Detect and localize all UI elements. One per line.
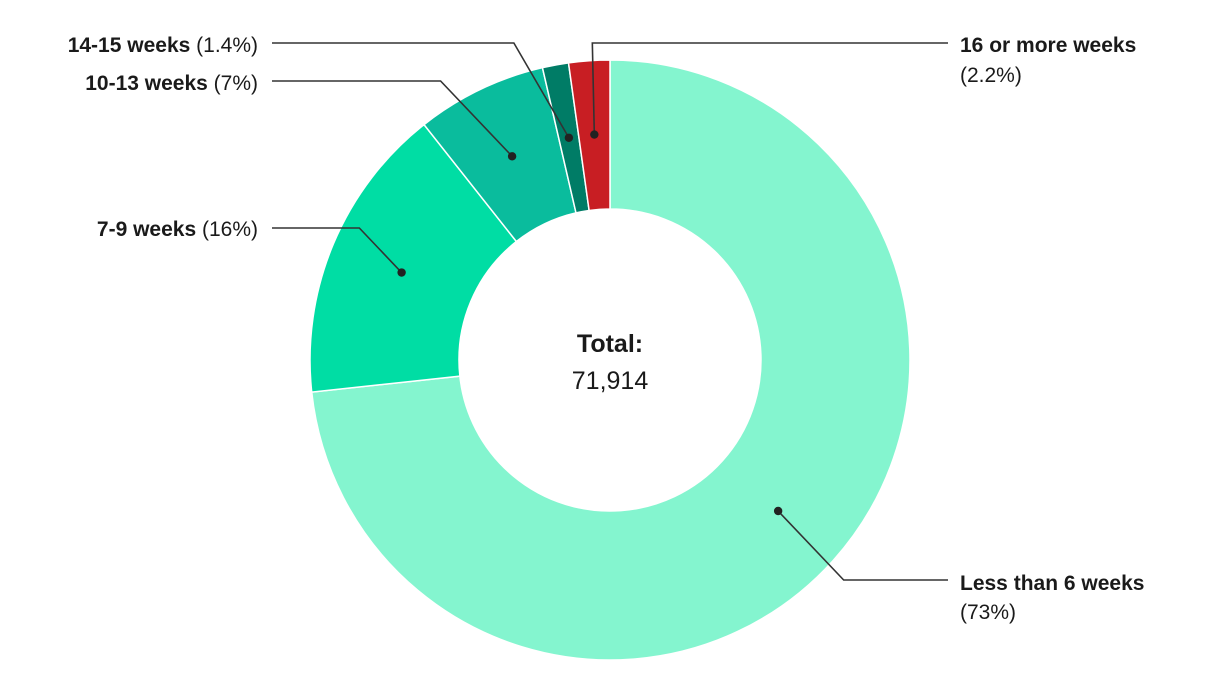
leader-dot [773, 506, 783, 516]
slice-label-name: 16 or more weeks [960, 34, 1136, 57]
leader-line [272, 227, 403, 274]
slice-labels: Less than 6 weeks (73%) 7-9 weeks (16%) 10-… [68, 34, 1145, 624]
slice-label-percent: (1.4%) [196, 34, 258, 57]
leader-dot [590, 130, 599, 139]
slice-label-name: 10-13 weeks [85, 72, 213, 95]
leader-dot [507, 152, 517, 161]
leader-line [591, 42, 948, 135]
center-total-title: Total: [577, 330, 643, 358]
slice-label-name: Less than 6 weeks [960, 572, 1144, 595]
slice-label: 10-13 weeks (7%) [85, 72, 258, 95]
slice-label-name: 14-15 weeks [68, 34, 196, 57]
leader-dot [397, 268, 406, 277]
slice-label-percent: (73%) [960, 601, 1016, 624]
slice-label: 14-15 weeks (1.4%) [68, 34, 258, 57]
leader-dot [564, 133, 574, 142]
slice-label-percent: (7%) [214, 72, 258, 95]
center-total-value: 71,914 [572, 367, 649, 395]
leader-lines [272, 42, 948, 581]
slice-7-9-weeks [309, 123, 518, 393]
slice-label: 7-9 weeks (16%) [97, 218, 258, 241]
slice-label-percent: (16%) [202, 218, 258, 241]
slice-16-or-more-weeks [567, 59, 611, 212]
leader-line [272, 80, 513, 157]
donut-slices [309, 59, 911, 661]
leader-line [777, 510, 948, 581]
slice-less-than-6-weeks [310, 59, 911, 661]
leader-line [272, 42, 570, 139]
slice-label-percent: (2.2%) [960, 64, 1022, 87]
slice-label-name: 7-9 weeks [97, 218, 202, 241]
